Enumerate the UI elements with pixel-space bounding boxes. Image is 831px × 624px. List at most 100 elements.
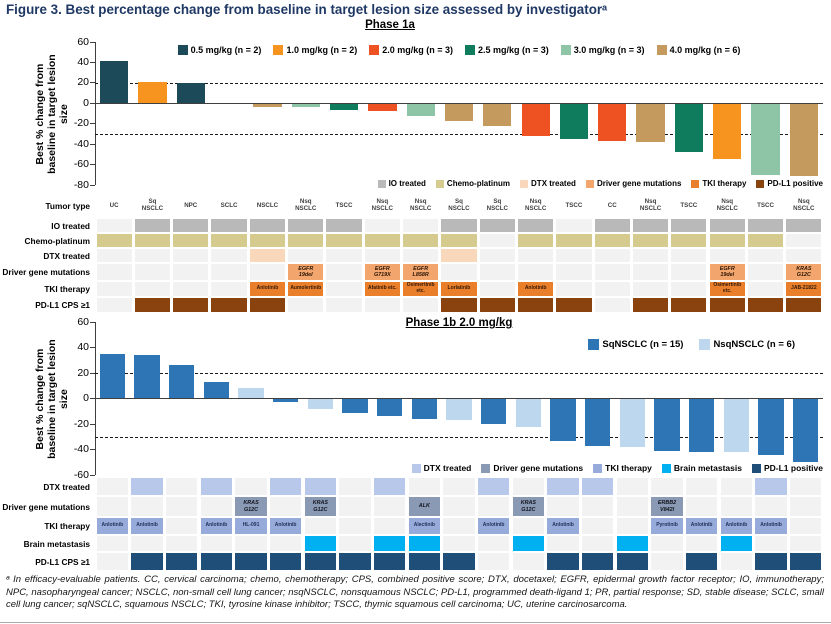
legend-item: 2.0 mg/kg (n = 3) [369, 45, 453, 55]
brain-metastasis-cell [408, 536, 441, 551]
tki-therapy-cell: Anlotinib [720, 518, 753, 534]
chart1a-bar-8 [368, 103, 397, 112]
dtx-treated-cell [326, 249, 362, 262]
chemo-platinum-cell [594, 234, 630, 247]
legend-label: Brain metastasis [673, 463, 742, 473]
pdl1-cps-cell [594, 298, 630, 312]
chart1a-bar-2 [138, 81, 167, 104]
dtx-treated-cell [339, 478, 371, 495]
driver-mutation-cell [518, 264, 554, 280]
io-treated-cell [594, 219, 630, 232]
chart1a-bar-14 [598, 103, 627, 142]
dtx-treated-cell [249, 249, 286, 262]
figure-title: Figure 3. Best percentage change from ba… [6, 2, 608, 17]
dtx-treated-cell [304, 478, 337, 495]
table-row-label: Driver gene mutations [2, 501, 90, 512]
tki-therapy-cell: Anlotinib [200, 518, 233, 534]
chart1a-bar-9 [406, 103, 435, 116]
dtx-treated-cell [632, 249, 669, 262]
chart1a-bar-15 [636, 103, 665, 143]
chemo-platinum-cell [709, 234, 745, 247]
legend-item: TKI therapy [593, 463, 652, 473]
driver-mutation-cell [96, 497, 129, 516]
legend-item: TKI therapy [691, 179, 746, 188]
legend-swatch [699, 339, 711, 350]
brain-metastasis-cell [373, 536, 406, 551]
driver-mutation-cell [594, 264, 630, 280]
legend-item: DTX treated [520, 179, 576, 188]
dtx-treated-cell [512, 478, 545, 495]
chart1b-bar-18 [688, 398, 715, 452]
driver-mutation-cell [477, 497, 510, 516]
chemo-platinum-cell [288, 234, 324, 247]
pdl1-cps-cell [616, 553, 649, 570]
tumor-type-header: Nsq NSCLC [403, 195, 439, 217]
phase1a-dose-legend: 0.5 mg/kg (n = 2) 1.0 mg/kg (n = 2) 2.0 mg… [95, 45, 823, 55]
y-tick-mark [90, 143, 95, 145]
pdl1-cps-cell [364, 298, 400, 312]
legend-label: IO treated [388, 179, 426, 188]
legend-label: PD-L1 positive [763, 463, 823, 473]
tki-therapy-cell: Pyrotinib [651, 518, 683, 534]
table-row-label: Brain metastasis [23, 538, 90, 549]
pdl1-cps-cell [671, 298, 707, 312]
dtx-treated-cell [477, 478, 510, 495]
table-row-label: DTX treated [43, 481, 90, 492]
y-tick-mark [90, 123, 95, 125]
legend-swatch [560, 45, 571, 55]
pdl1-cps-cell [200, 553, 233, 570]
tki-therapy-cell: Anlotinib [131, 518, 163, 534]
tumor-type-header: Sq NSCLC [441, 195, 477, 217]
tki-therapy-cell [304, 518, 337, 534]
chart1b-bar-10 [411, 398, 438, 419]
pdl1-cps-cell [211, 298, 247, 312]
tki-therapy-cell [594, 282, 630, 296]
io-treated-cell [479, 219, 515, 232]
tki-therapy-cell [339, 518, 371, 534]
pdl1-cps-cell [173, 298, 209, 312]
chemo-platinum-cell [671, 234, 707, 247]
io-treated-cell [632, 219, 669, 232]
driver-mutation-cell: KRAS G12C [304, 497, 337, 516]
legend-item: Brain metastasis [661, 463, 742, 473]
dtx-treated-cell [96, 478, 129, 495]
driver-mutation-cell [443, 497, 475, 516]
brain-metastasis-cell [235, 536, 267, 551]
reference-line [95, 82, 823, 84]
pdl1-cps-cell [326, 298, 362, 312]
pdl1-cps-cell [441, 298, 477, 312]
chart1b-bar-6 [272, 398, 299, 403]
chart1a-bar-6 [291, 103, 320, 108]
legend-label: DTX treated [423, 463, 472, 473]
driver-mutation-cell [326, 264, 362, 280]
io-treated-cell [671, 219, 707, 232]
io-treated-cell [518, 219, 554, 232]
tumor-type-header: Nsq NSCLC [709, 195, 745, 217]
legend-label: Chemo-platinum [446, 179, 511, 188]
pdl1-cps-cell [547, 553, 579, 570]
driver-mutation-cell: EGFR G719X [364, 264, 400, 280]
legend-swatch [661, 463, 671, 473]
tumor-type-header: Nsq NSCLC [518, 195, 554, 217]
dtx-treated-cell [786, 249, 822, 262]
table-row-label: Tumor type [45, 201, 90, 211]
dtx-treated-cell [131, 478, 163, 495]
chart1b-bar-15 [584, 398, 611, 446]
chart1b-bar-1 [99, 353, 126, 399]
chart1a-bar-16 [674, 103, 704, 153]
io-treated-cell [441, 219, 477, 232]
legend-item: NsqNSCLC (n = 6) [699, 339, 795, 350]
dtx-treated-cell [235, 478, 267, 495]
driver-mutation-cell [269, 497, 302, 516]
tki-therapy-cell: Anlotinib [96, 518, 129, 534]
tki-therapy-cell [211, 282, 247, 296]
table-row-label: PD-L1 CPS ≥1 [35, 556, 90, 567]
dtx-treated-cell [556, 249, 592, 262]
legend-label: SqNSCLC (n = 15) [602, 339, 684, 350]
legend-swatch [377, 179, 386, 188]
chart1a-bar-10 [444, 103, 474, 121]
driver-mutation-cell [339, 497, 371, 516]
table-row-label: IO treated [51, 220, 90, 231]
chart1b-bar-17 [654, 398, 680, 451]
y-tick-label: -60 [73, 468, 89, 481]
